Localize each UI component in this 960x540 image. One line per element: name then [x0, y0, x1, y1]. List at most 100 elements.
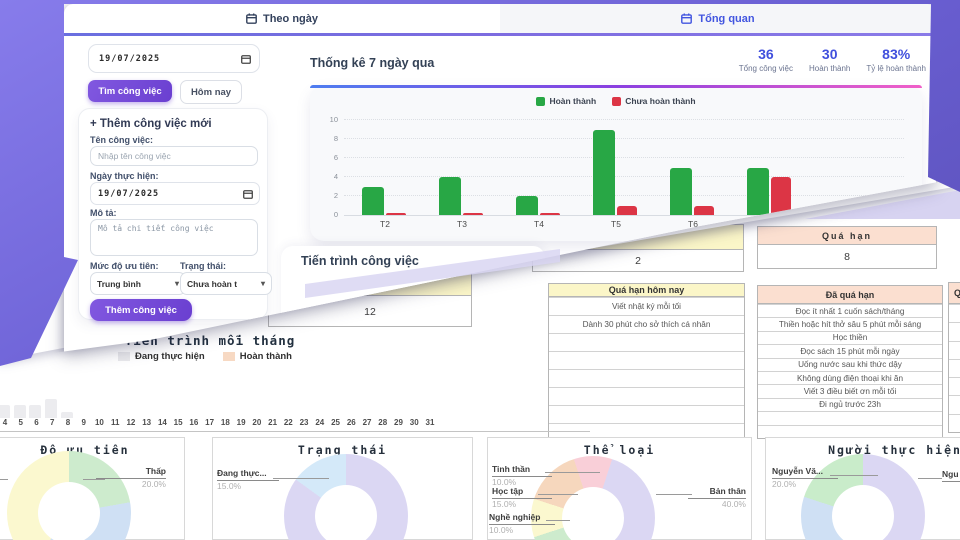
assignee-label-2: Ngu	[942, 469, 960, 482]
search-date-value: 19/07/2025	[99, 53, 161, 64]
day-tick: 15	[173, 418, 183, 427]
stat-rate: 83% Tỷ lệ hoàn thành	[866, 46, 926, 73]
status-label-inprogress: Đang thực... 15.0%	[217, 468, 279, 491]
category-chart-card: Thể loại Tinh thần 10.0% Học tập 15.0% N…	[487, 437, 752, 540]
gridline	[344, 119, 904, 120]
priority-select[interactable]: Trung bình ▾	[90, 272, 186, 295]
task-desc-textarea[interactable]	[90, 219, 258, 256]
category-label-1: Tinh thần 10.0%	[492, 464, 552, 487]
y-axis-tick: 2	[333, 191, 338, 200]
tab-by-day[interactable]: Theo ngày	[64, 4, 500, 33]
bar-notdone	[694, 205, 714, 215]
gridline	[344, 157, 904, 158]
bar-notdone	[540, 213, 560, 215]
table-row	[949, 413, 960, 432]
status-select[interactable]: Chưa hoàn t ▾	[180, 272, 272, 295]
day-tick: 30	[409, 418, 419, 427]
add-task-form-title: + Thêm công việc mới	[90, 118, 212, 130]
day-tick: 10	[94, 418, 104, 427]
task-date-input[interactable]: 19/07/2025	[90, 182, 260, 205]
status-label: Trạng thái:	[180, 261, 227, 271]
y-axis-tick: 10	[329, 115, 338, 124]
day-tick: 22	[283, 418, 293, 427]
tab-bar: Theo ngày Tổng quan	[64, 4, 936, 36]
table-row	[549, 387, 744, 405]
monthly-chart-plot: 4 5 6 7 8 9 10 11 12 13 14 15 16 17 18 19 20 21 22 23 24 25 26…	[0, 360, 590, 435]
legend-label-done: Hoàn thành	[549, 96, 597, 106]
day-tick: 23	[299, 418, 309, 427]
day-tick: 13	[142, 418, 152, 427]
leader-line	[918, 478, 942, 479]
month-bar	[13, 405, 26, 418]
day-tick: 29	[394, 418, 403, 427]
status-chart-card: Trạng thái Đang thực... 15.0%	[212, 437, 473, 540]
table-row	[549, 423, 744, 441]
month-bar	[45, 398, 58, 418]
category-chart-title: Thể loại	[583, 443, 656, 457]
calendar-icon[interactable]	[243, 189, 253, 199]
y-axis-tick: 8	[333, 134, 338, 143]
month-bar	[29, 405, 42, 418]
table-row	[549, 369, 744, 387]
leader-line	[546, 520, 570, 521]
search-date-input[interactable]: 19/07/2025	[88, 44, 260, 73]
chevron-down-icon: ▾	[174, 279, 179, 288]
month-bar	[0, 405, 10, 418]
day-tick: 5	[18, 418, 23, 427]
tab-by-day-label: Theo ngày	[262, 12, 318, 25]
y-axis-tick: 0	[333, 210, 338, 219]
day-tick: 14	[157, 418, 167, 427]
day-tick: 31	[425, 418, 435, 427]
task-name-input[interactable]	[90, 146, 258, 166]
category-label-2: Học tập 15.0%	[492, 486, 552, 509]
table-row: Không dùng điện thoại khi ăn	[758, 370, 942, 384]
leader-line	[0, 479, 8, 480]
x-axis-tick: T5	[611, 219, 621, 229]
day-tick: 19	[236, 418, 246, 427]
table-row	[758, 411, 942, 424]
stat-done: 30 Hoàn thành	[809, 46, 851, 73]
month-bar	[60, 411, 73, 418]
task-desc-label: Mô tả:	[90, 208, 117, 218]
stat-total: 36 Tổng công việc	[738, 46, 794, 73]
calendar-icon[interactable]	[241, 54, 251, 64]
day-tick: 17	[205, 418, 215, 427]
bar-done	[516, 196, 538, 215]
calendar-icon	[246, 13, 257, 24]
day-tick: 27	[362, 418, 372, 427]
y-axis-tick: 4	[333, 172, 338, 181]
day-tick: 18	[220, 418, 230, 427]
calendar-icon	[681, 13, 693, 24]
find-task-button[interactable]: Tìm công việc	[88, 80, 172, 102]
legend-label-notdone: Chưa hoàn thành	[625, 96, 696, 106]
category-label-4: Bản thân 40.0%	[688, 486, 746, 509]
day-tick: 7	[49, 418, 55, 427]
day-tick: 20	[252, 418, 262, 427]
task-progress-title: Tiến trình công việc	[301, 254, 419, 268]
day-tick: 24	[315, 418, 325, 427]
day-tick: 28	[378, 418, 388, 427]
tab-overview[interactable]: Tổng quan	[500, 4, 936, 33]
status-chart-title: Trạng thái	[297, 443, 388, 457]
add-task-button[interactable]: Thêm công việc	[90, 299, 192, 321]
bar-notdone	[463, 213, 483, 215]
bar-done	[439, 177, 461, 215]
category-label-3: Nghề nghiệp 10.0%	[489, 512, 555, 535]
task-name-label: Tên công việc:	[90, 135, 154, 145]
day-tick: 26	[346, 418, 356, 427]
day-tick: 6	[34, 418, 39, 427]
assignee-chart-title: Người thực hiện	[828, 443, 960, 457]
today-button[interactable]: Hôm nay	[180, 80, 242, 104]
weekly-chart-card: Hoàn thành Chưa hoàn thành 0 2 4 6 8 10 T2 T3 T4…	[310, 85, 922, 241]
leader-line	[273, 478, 329, 479]
tab-overview-label: Tổng quan	[698, 12, 755, 25]
weekly-chart-plot: 0 2 4 6 8 10 T2 T3 T4 T5 T6 T7	[330, 115, 904, 229]
gridline	[344, 176, 904, 177]
priority-label: Mức độ ưu tiên:	[90, 261, 159, 271]
leader-line	[656, 494, 692, 495]
day-tick: 12	[126, 418, 136, 427]
stats-row: 36 Tổng công việc 30 Hoàn thành 83% Tỷ l…	[690, 46, 926, 73]
gridline	[344, 138, 904, 139]
weekly-chart-legend: Hoàn thành Chưa hoàn thành	[310, 96, 922, 106]
priority-label-low: Thấp 20.0%	[96, 466, 166, 489]
